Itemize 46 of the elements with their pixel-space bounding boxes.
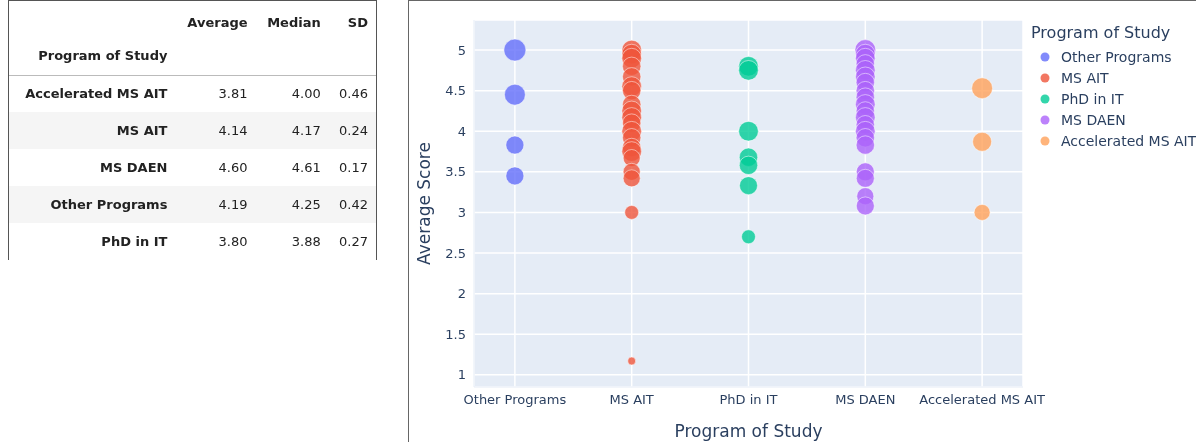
text: 4.25 — [291, 197, 321, 212]
text: 4.17 — [291, 123, 321, 138]
x-tick-label: Accelerated MS AIT — [919, 392, 1045, 408]
category-label: MS AIT — [116, 123, 168, 138]
legend-label: PhD in IT — [1061, 90, 1124, 107]
text: 4.19 — [218, 197, 248, 212]
y-tick-label: 3.5 — [445, 164, 466, 180]
text: 0.27 — [339, 234, 368, 249]
category-label: Other Programs — [50, 197, 168, 212]
y-axis-title: Average Score — [414, 142, 435, 265]
legend-label: MS AIT — [1061, 69, 1109, 86]
text: 0.42 — [339, 197, 368, 212]
text: 4.00 — [291, 86, 321, 102]
text: 0.17 — [339, 160, 368, 175]
legend-label: Other Programs — [1061, 48, 1172, 65]
category-label: SD — [346, 13, 369, 32]
x-axis-title: Program of Study — [674, 421, 823, 441]
category-label: Median — [266, 13, 322, 32]
x-tick-label: MS AIT — [609, 392, 654, 408]
text: 0.46 — [339, 86, 368, 102]
y-tick-label: 3 — [457, 205, 466, 221]
y-tick-label: 1 — [457, 367, 466, 383]
legend-title: Program of Study — [1031, 23, 1172, 42]
y-tick-label: 1.5 — [445, 326, 466, 342]
text: 3.80 — [218, 234, 248, 249]
category-label: Average — [186, 13, 249, 32]
category-label: PhD in IT — [101, 234, 168, 249]
legend-label: Accelerated MS AIT — [1061, 132, 1196, 149]
x-tick-label: MS DAEN — [835, 392, 896, 408]
y-tick-label: 4.5 — [445, 83, 466, 99]
category-label: MS DAEN — [99, 160, 168, 175]
y-tick-label: 5 — [457, 42, 466, 58]
text: 3.81 — [218, 86, 248, 102]
y-tick-label: 4 — [457, 123, 466, 139]
text: 4.14 — [218, 123, 248, 138]
category-label: Accelerated MS AIT — [25, 86, 168, 102]
y-tick-label: 2.5 — [445, 245, 466, 261]
x-tick-label: PhD in IT — [719, 392, 778, 408]
y-tick-label: 2 — [457, 286, 466, 302]
legend-label: MS DAEN — [1061, 111, 1126, 128]
x-tick-label: Other Programs — [463, 392, 567, 408]
text: 4.60 — [218, 160, 248, 175]
text: 3.88 — [291, 234, 321, 249]
text: 0.24 — [339, 123, 368, 138]
text: 4.61 — [291, 160, 321, 175]
text: Program of Study — [37, 47, 169, 66]
